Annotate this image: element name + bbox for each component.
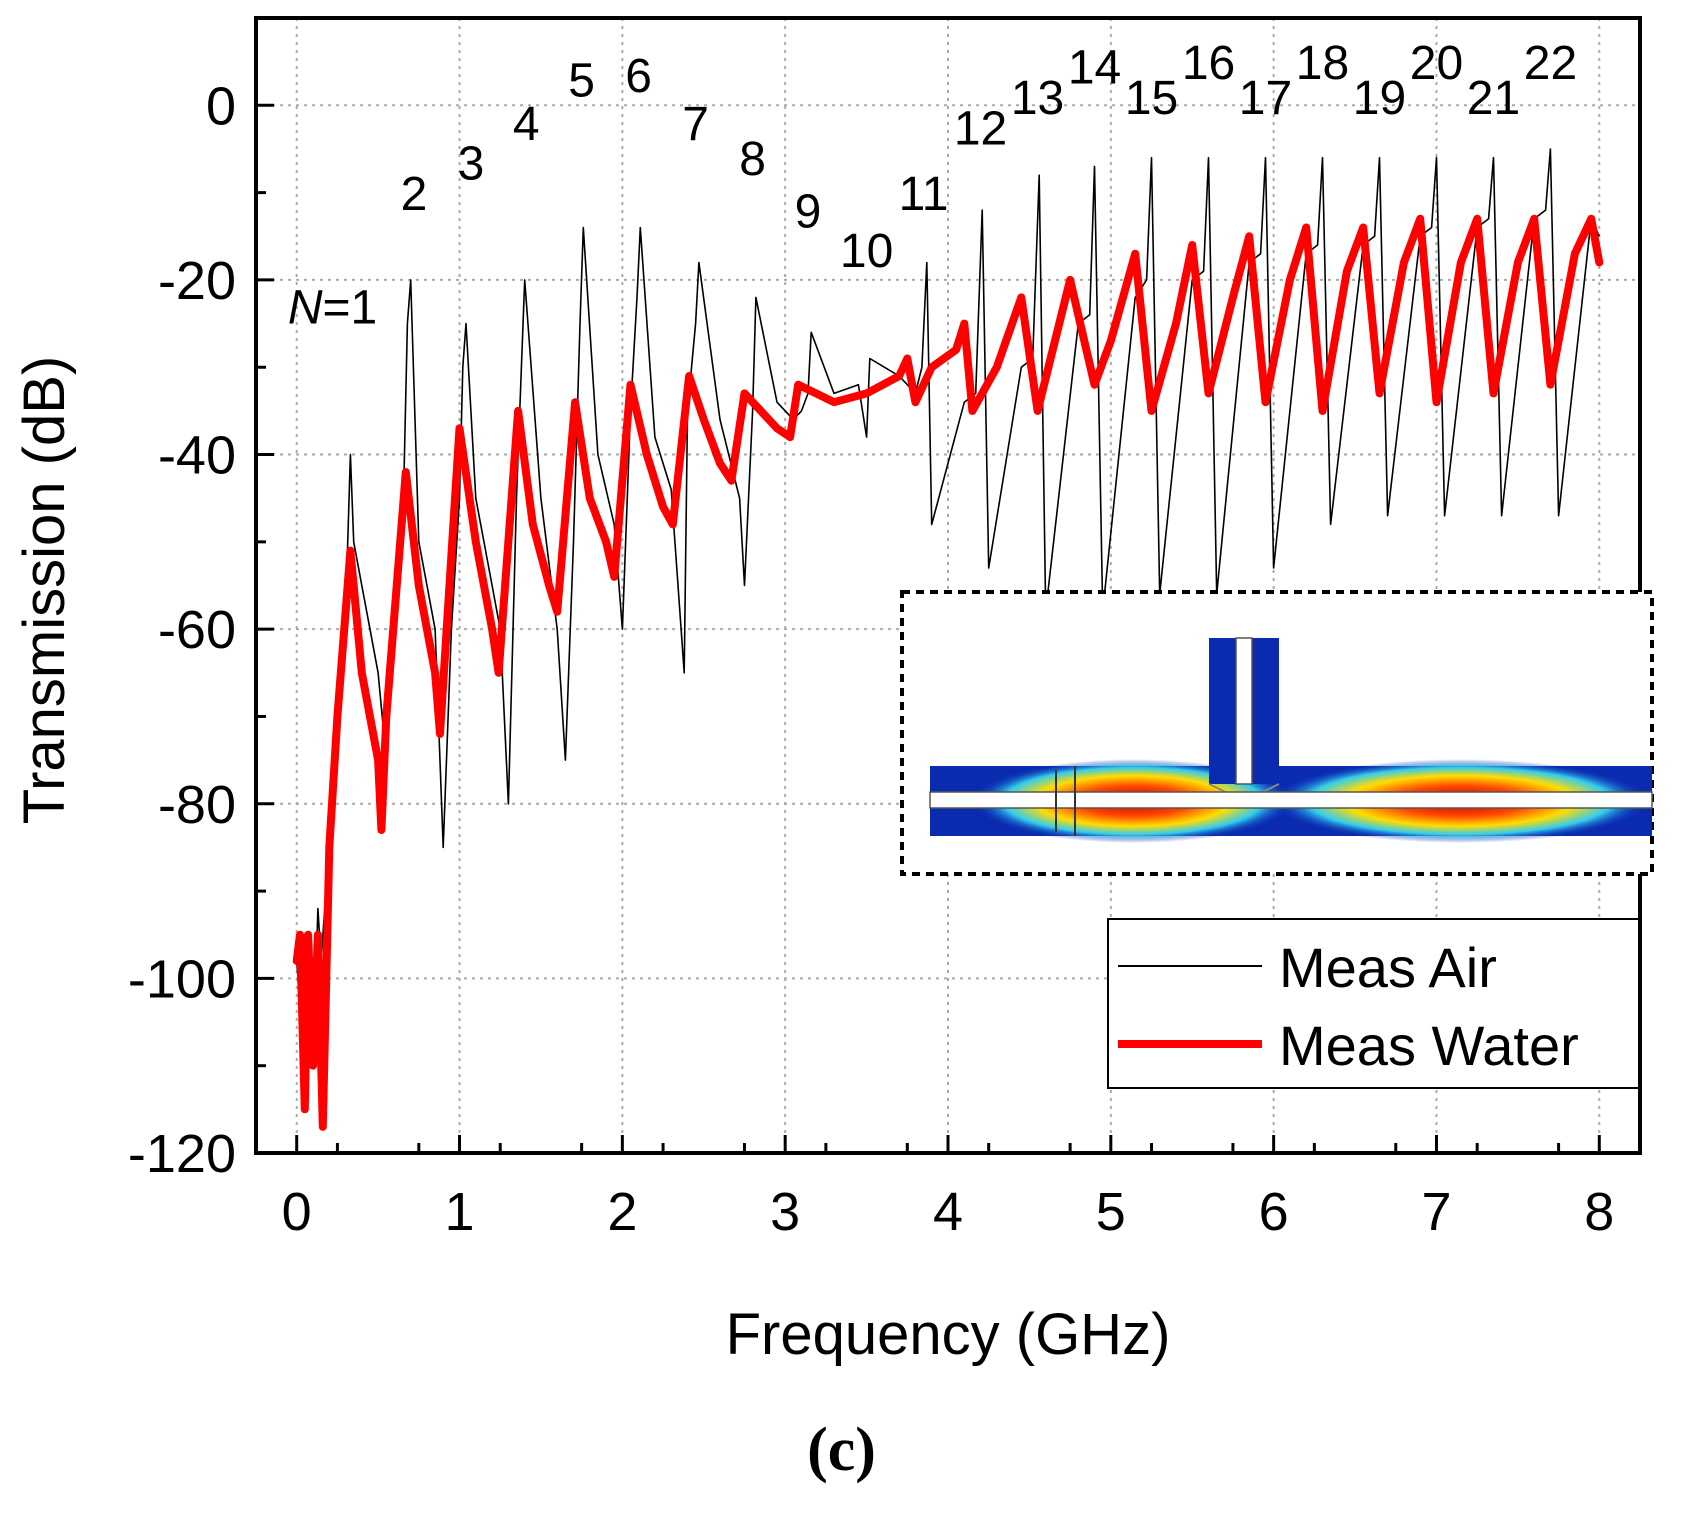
mode-label: 2 — [401, 168, 428, 221]
figure-caption: (c) — [0, 1415, 1683, 1486]
y-tick-label: -100 — [128, 949, 236, 1009]
y-axis-label: Transmission (dB) — [12, 356, 77, 824]
axis-ticks — [254, 103, 1642, 1155]
x-tick-label: 4 — [933, 1182, 963, 1242]
mode-label: 7 — [682, 98, 709, 151]
x-axis-label: Frequency (GHz) — [726, 1302, 1171, 1367]
mode-label: 20 — [1410, 37, 1463, 90]
mode-label: 9 — [795, 186, 822, 239]
x-tick-labels: 0 1 2 3 4 5 6 7 8 — [282, 1182, 1615, 1242]
y-tick-labels: 0 -20 -40 -60 -80 -100 -120 — [128, 76, 236, 1184]
mode-label: 10 — [840, 225, 893, 278]
x-tick-label: 2 — [607, 1182, 637, 1242]
mode-label: 13 — [1011, 72, 1064, 125]
inset-field-simulation — [900, 590, 1654, 876]
legend: Meas Air Meas Water — [1107, 918, 1640, 1089]
y-tick-label: -80 — [158, 775, 236, 835]
mode-label: 18 — [1296, 37, 1349, 90]
mode-label: 3 — [458, 138, 485, 191]
legend-label-meas-air: Meas Air — [1279, 936, 1497, 999]
y-tick-label: -120 — [128, 1124, 236, 1184]
x-tick-label: 8 — [1584, 1182, 1614, 1242]
mode-label: 11 — [899, 168, 949, 221]
mode-label: 8 — [739, 133, 766, 186]
y-tick-label: -20 — [158, 251, 236, 311]
mode-label: 15 — [1125, 72, 1178, 125]
series-meas-water-line — [292, 214, 1604, 1131]
x-tick-label: 6 — [1259, 1182, 1289, 1242]
series-meas-air-line — [295, 148, 1601, 1067]
inset-probe-core — [1235, 637, 1253, 785]
mode-label: N=1 — [288, 282, 377, 335]
mode-label: 19 — [1353, 72, 1406, 125]
mode-label: 4 — [513, 98, 540, 151]
inset-center-conductor — [929, 791, 1653, 809]
mode-label: 6 — [625, 50, 652, 103]
x-tick-label: 5 — [1096, 1182, 1126, 1242]
mode-label: 21 — [1467, 72, 1520, 125]
caption-label: (c) — [807, 1416, 876, 1484]
legend-frame — [1107, 918, 1640, 1089]
x-tick-label: 1 — [445, 1182, 475, 1242]
mode-label: 17 — [1239, 72, 1292, 125]
x-tick-label: 0 — [282, 1182, 312, 1242]
mode-label: 16 — [1182, 37, 1235, 90]
mode-label: 5 — [568, 55, 595, 108]
y-tick-label: 0 — [206, 76, 236, 136]
y-tick-label: -60 — [158, 600, 236, 660]
mode-label: 14 — [1068, 41, 1121, 94]
y-tick-label: -40 — [158, 426, 236, 486]
x-tick-label: 7 — [1421, 1182, 1451, 1242]
legend-label-meas-water: Meas Water — [1279, 1014, 1579, 1077]
mode-label: 22 — [1524, 37, 1577, 90]
x-tick-label: 3 — [770, 1182, 800, 1242]
mode-label: 12 — [954, 103, 1007, 156]
